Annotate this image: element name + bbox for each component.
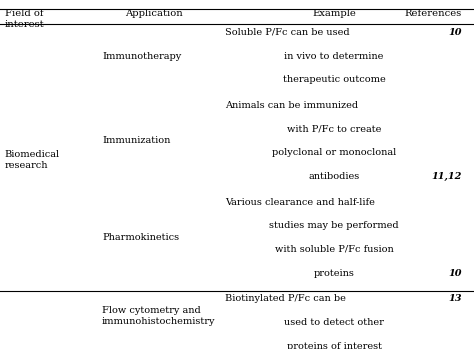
- Text: Flow cytometry and
immunohistochemistry: Flow cytometry and immunohistochemistry: [102, 306, 215, 326]
- Text: Various clearance and half-life: Various clearance and half-life: [225, 198, 375, 207]
- Text: therapeutic outcome: therapeutic outcome: [283, 75, 385, 84]
- Text: with P/Fc to create: with P/Fc to create: [287, 125, 382, 134]
- Text: Field of
interest: Field of interest: [5, 9, 45, 29]
- Text: 10: 10: [449, 269, 462, 278]
- Text: polyclonal or monoclonal: polyclonal or monoclonal: [272, 148, 396, 157]
- Text: Immunotherapy: Immunotherapy: [102, 52, 181, 61]
- Text: 13: 13: [449, 294, 462, 303]
- Text: proteins: proteins: [314, 269, 355, 278]
- Text: Pharmokinetics: Pharmokinetics: [102, 233, 179, 242]
- Text: antibodies: antibodies: [309, 172, 360, 181]
- Text: used to detect other: used to detect other: [284, 318, 384, 327]
- Text: Immunization: Immunization: [102, 136, 170, 146]
- Text: in vivo to determine: in vivo to determine: [284, 52, 384, 61]
- Text: Application: Application: [125, 9, 183, 18]
- Text: Biotinylated P/Fc can be: Biotinylated P/Fc can be: [225, 294, 346, 303]
- Text: Biomedical
research: Biomedical research: [5, 150, 60, 170]
- Text: 10: 10: [449, 28, 462, 37]
- Text: 11,12: 11,12: [432, 172, 462, 181]
- Text: Example: Example: [312, 9, 356, 18]
- Text: References: References: [405, 9, 462, 18]
- Text: Soluble P/Fc can be used: Soluble P/Fc can be used: [225, 28, 350, 37]
- Text: with soluble P/Fc fusion: with soluble P/Fc fusion: [275, 245, 393, 254]
- Text: studies may be performed: studies may be performed: [269, 221, 399, 230]
- Text: proteins of interest: proteins of interest: [287, 342, 382, 349]
- Text: Animals can be immunized: Animals can be immunized: [225, 101, 358, 110]
